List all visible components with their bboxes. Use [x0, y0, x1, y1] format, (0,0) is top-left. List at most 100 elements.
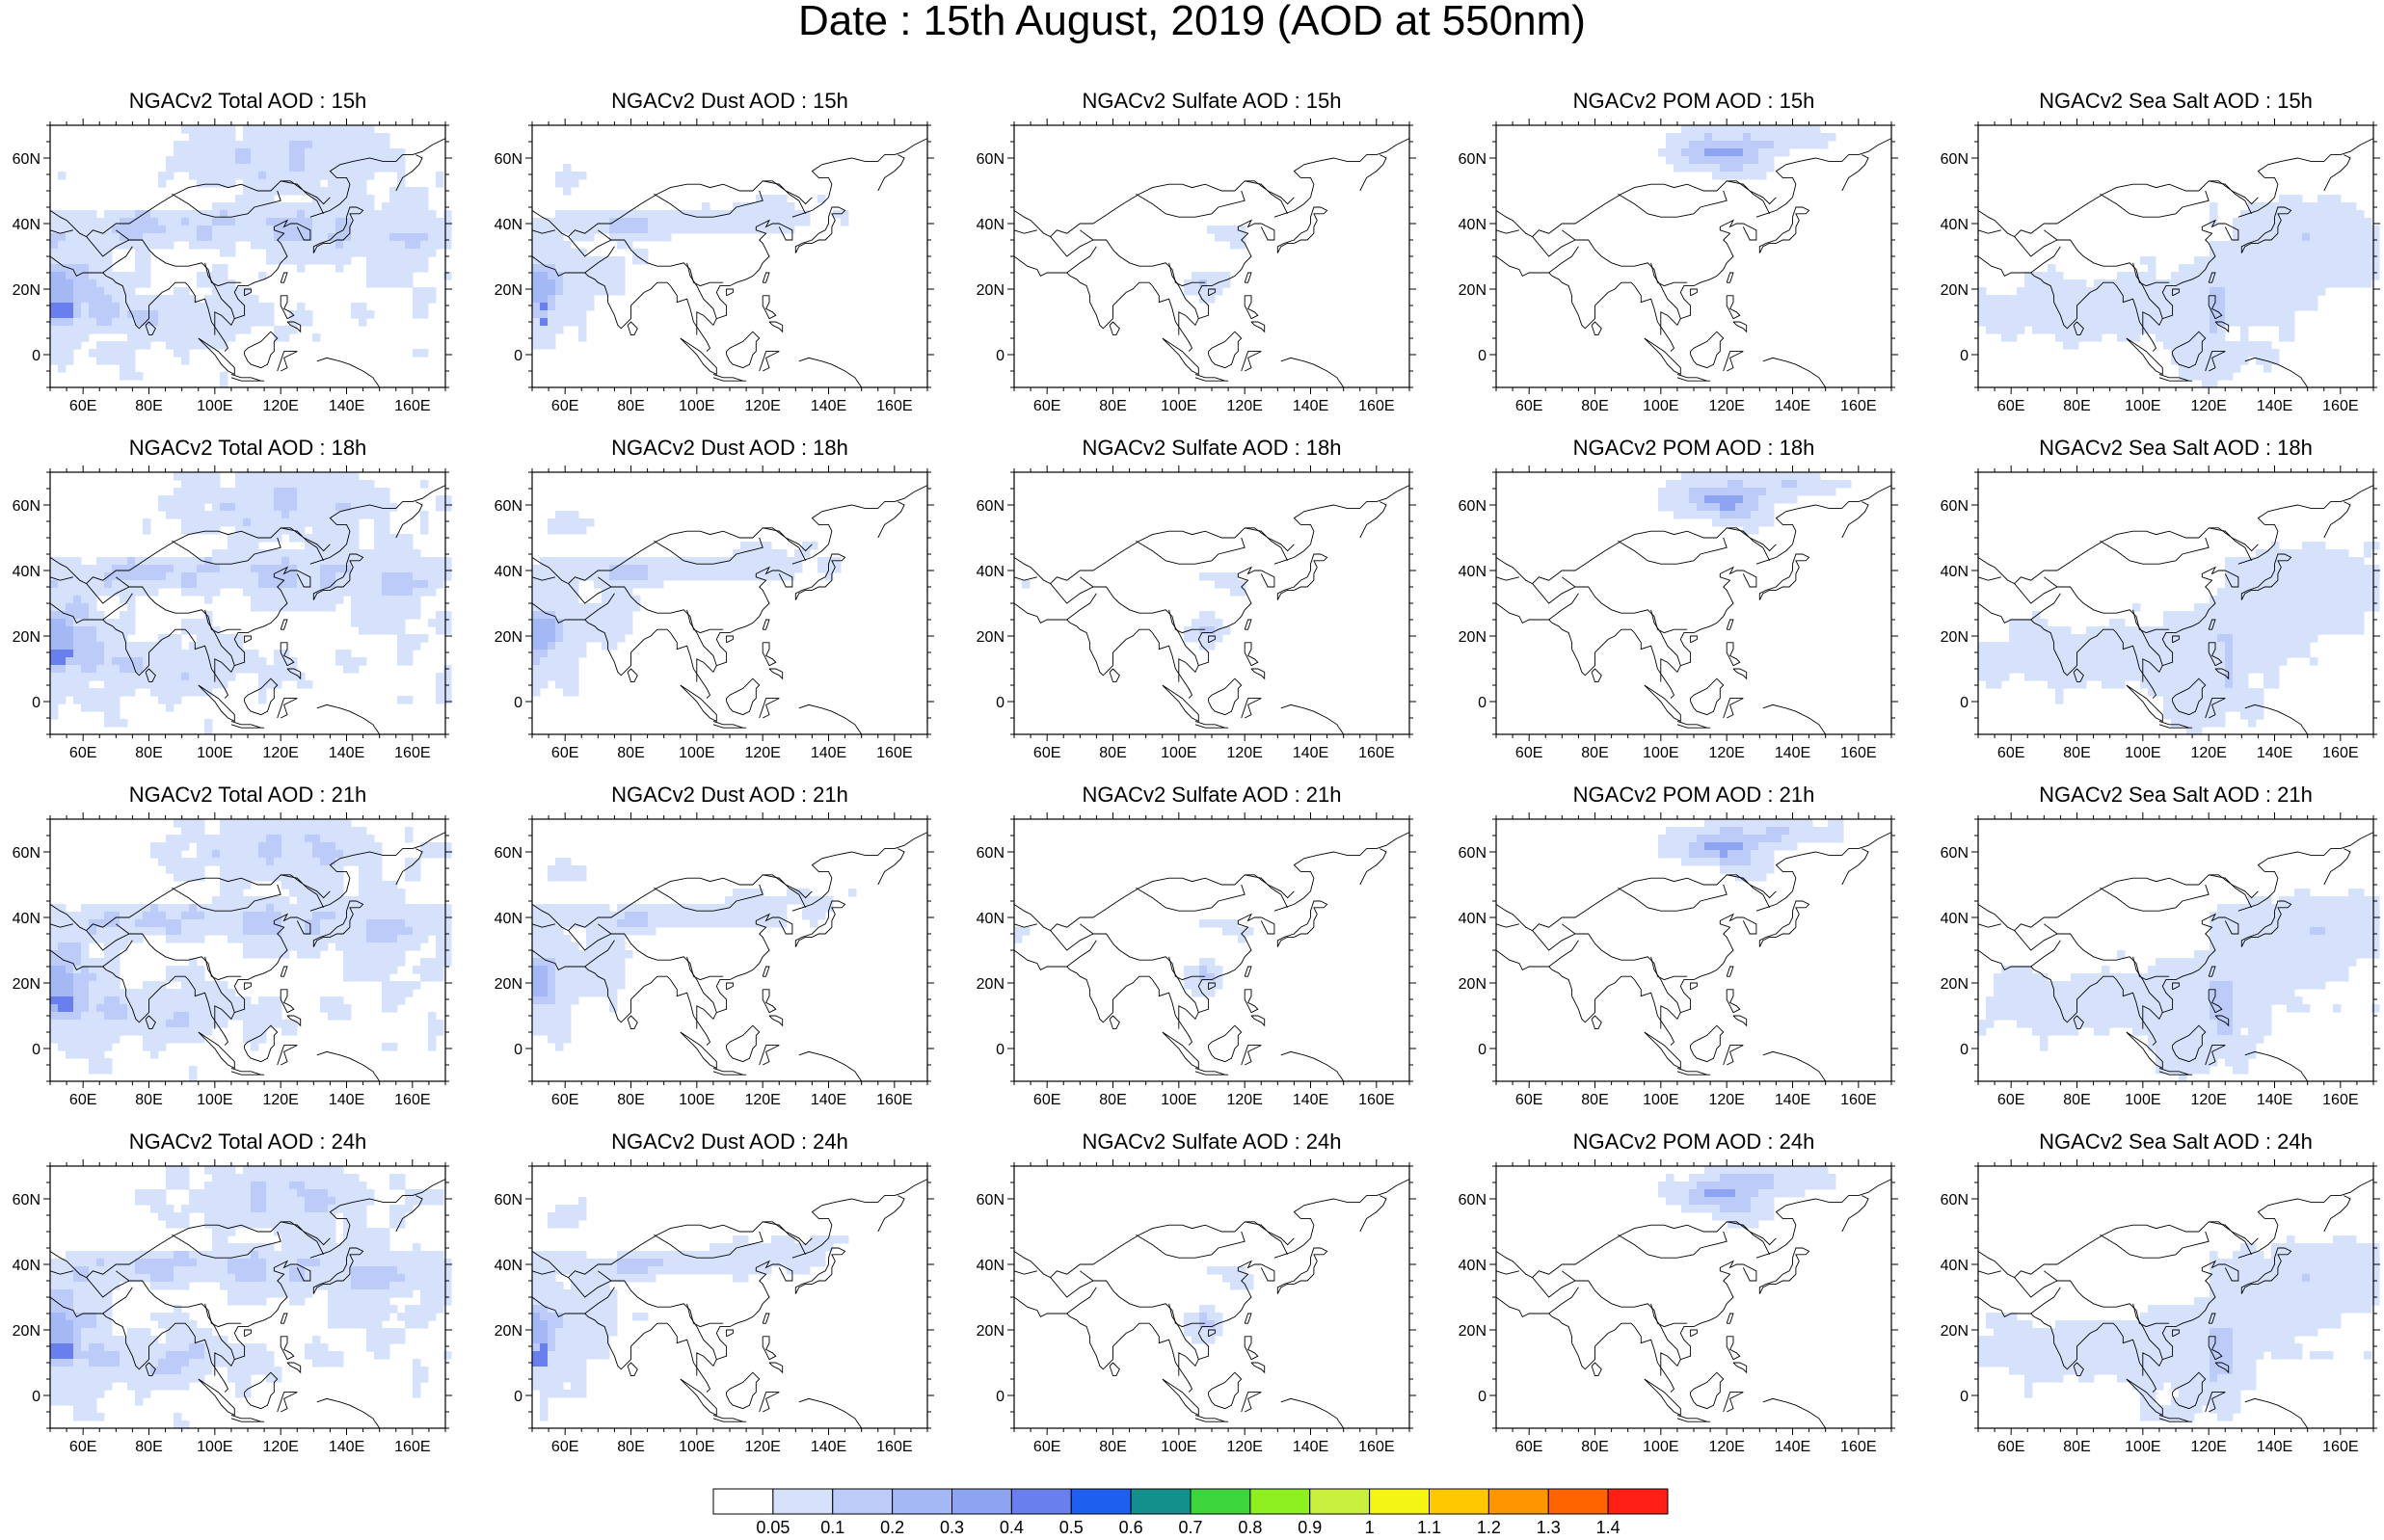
- lat-tick-label: 60N: [977, 498, 1004, 515]
- lon-tick-label: 80E: [1581, 1439, 1608, 1455]
- lon-tick-label: 60E: [69, 1092, 96, 1108]
- lon-tick-label: 60E: [1997, 1439, 2024, 1455]
- colorbar-swatch: [1250, 1489, 1310, 1514]
- panel-title: NGACv2 Dust AOD : 18h: [532, 436, 927, 461]
- lon-tick-label: 140E: [1775, 745, 1810, 761]
- panel-title: NGACv2 Sulfate AOD : 21h: [1014, 783, 1409, 808]
- lat-tick-label: 60N: [977, 151, 1004, 168]
- colorbar-swatch: [952, 1489, 1012, 1514]
- lon-tick-label: 120E: [2190, 745, 2226, 761]
- lon-tick-label: 140E: [329, 745, 364, 761]
- aod-raster: [50, 125, 452, 388]
- colorbar-swatch: [1131, 1489, 1191, 1514]
- lat-tick-label: 40N: [1941, 564, 1969, 580]
- lat-tick-label: 60N: [977, 1192, 1004, 1208]
- lat-tick-label: 40N: [1941, 911, 1969, 927]
- lon-tick-label: 100E: [2125, 1439, 2160, 1455]
- lon-tick-label: 140E: [811, 398, 846, 414]
- lon-tick-label: 160E: [2322, 745, 2358, 761]
- lat-tick-label: 60N: [13, 845, 40, 862]
- lat-tick-label: 0: [1960, 348, 1969, 364]
- colorbar-swatch: [1548, 1489, 1608, 1514]
- lon-tick-label: 120E: [1708, 1092, 1744, 1108]
- panel-title: NGACv2 Sea Salt AOD : 21h: [1978, 783, 2373, 808]
- lon-tick-label: 100E: [2125, 1092, 2160, 1108]
- colorbar-label: 0.3: [940, 1518, 964, 1537]
- lon-tick-label: 160E: [1840, 1092, 1876, 1108]
- aod-raster: [50, 1166, 452, 1429]
- lat-tick-label: 20N: [1941, 976, 1969, 993]
- lat-tick-label: 20N: [1459, 1323, 1487, 1340]
- aod-raster: [1658, 472, 1852, 535]
- lon-tick-label: 140E: [811, 1439, 846, 1455]
- lon-tick-label: 80E: [617, 1439, 644, 1455]
- lon-tick-label: 80E: [2063, 398, 2090, 414]
- lon-tick-label: 60E: [1033, 1439, 1060, 1455]
- lat-tick-label: 0: [514, 1042, 522, 1058]
- lon-tick-label: 100E: [1161, 745, 1196, 761]
- lat-tick-label: 0: [1960, 1042, 1969, 1058]
- lon-tick-label: 120E: [744, 1092, 780, 1108]
- colorbar-swatch: [1011, 1489, 1071, 1514]
- aod-raster: [532, 511, 842, 697]
- lon-tick-label: 160E: [2322, 398, 2358, 414]
- lon-tick-label: 80E: [617, 745, 644, 761]
- lon-tick-label: 80E: [617, 1092, 644, 1108]
- lon-tick-label: 160E: [394, 745, 430, 761]
- lat-tick-label: 40N: [977, 564, 1004, 580]
- lon-tick-label: 80E: [2063, 1439, 2090, 1455]
- lon-tick-label: 140E: [329, 1092, 364, 1108]
- lat-tick-label: 0: [996, 348, 1004, 364]
- lon-tick-label: 60E: [69, 398, 96, 414]
- panel-title: NGACv2 Sea Salt AOD : 18h: [1978, 436, 2373, 461]
- colorbar-swatch: [1488, 1489, 1548, 1514]
- aod-raster: [532, 858, 857, 1051]
- lon-tick-label: 100E: [1643, 1439, 1678, 1455]
- lat-tick-label: 0: [32, 1389, 40, 1405]
- lon-tick-label: 160E: [1840, 745, 1876, 761]
- lon-tick-label: 120E: [1226, 745, 1262, 761]
- colorbar-swatch: [1071, 1489, 1131, 1514]
- panel-title: NGACv2 Dust AOD : 15h: [532, 89, 927, 114]
- colorbar-label: 0.6: [1119, 1518, 1143, 1537]
- coastlines: [1014, 1180, 1409, 1428]
- colorbar-swatch: [713, 1489, 773, 1514]
- lon-tick-label: 160E: [2322, 1092, 2358, 1108]
- panel-title: NGACv2 POM AOD : 21h: [1496, 783, 1891, 808]
- lon-tick-label: 160E: [876, 1439, 912, 1455]
- lon-tick-label: 100E: [679, 398, 714, 414]
- lon-tick-label: 60E: [1033, 745, 1060, 761]
- lon-tick-label: 100E: [2125, 398, 2160, 414]
- lat-tick-label: 40N: [1941, 217, 1969, 233]
- lon-tick-label: 140E: [1775, 1092, 1810, 1108]
- lon-tick-label: 100E: [679, 1092, 714, 1108]
- lat-tick-label: 0: [1960, 695, 1969, 711]
- lon-tick-label: 140E: [2257, 398, 2292, 414]
- lon-tick-label: 100E: [1643, 398, 1678, 414]
- lat-tick-label: 0: [1478, 348, 1487, 364]
- lon-tick-label: 160E: [1358, 1092, 1394, 1108]
- lon-tick-label: 120E: [1708, 745, 1744, 761]
- lat-tick-label: 0: [996, 1042, 1004, 1058]
- lon-tick-label: 140E: [1775, 398, 1810, 414]
- aod-raster: [1658, 819, 1844, 882]
- panel-title: NGACv2 Total AOD : 15h: [50, 89, 445, 114]
- lon-tick-label: 160E: [1840, 1439, 1876, 1455]
- panel-title: NGACv2 Sea Salt AOD : 24h: [1978, 1129, 2373, 1155]
- lat-tick-label: 20N: [495, 1323, 522, 1340]
- lat-tick-label: 0: [1478, 1042, 1487, 1058]
- coastlines: [1496, 1180, 1891, 1428]
